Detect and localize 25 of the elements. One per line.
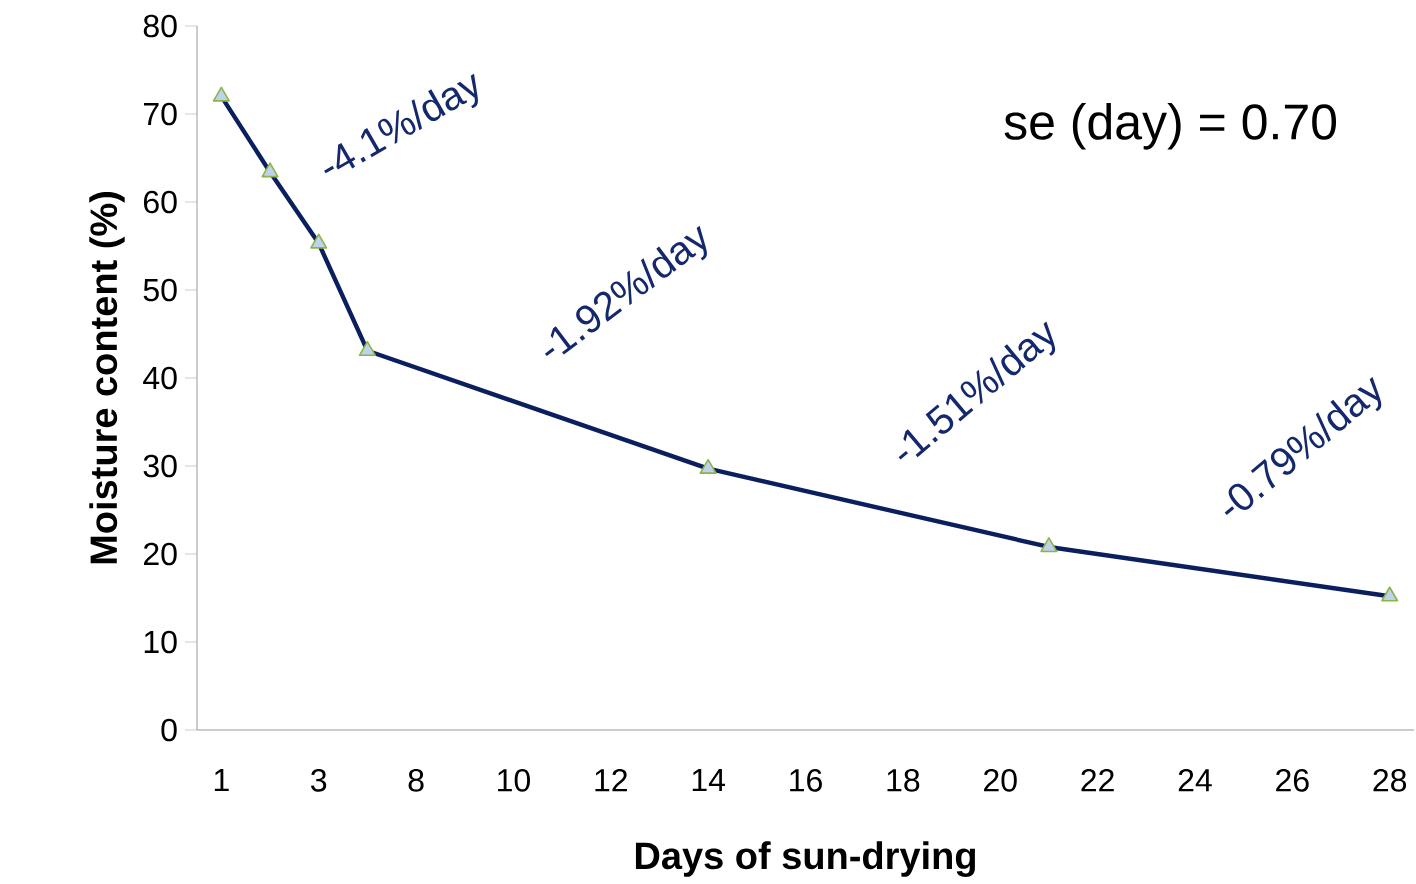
x-tick-label: 12 bbox=[595, 769, 627, 792]
y-tick-label: 60 bbox=[143, 190, 177, 214]
y-tick-label: 20 bbox=[143, 542, 177, 566]
x-tick-label: 28 bbox=[1373, 769, 1407, 792]
x-axis-title: Days of sun-drying bbox=[635, 841, 975, 878]
x-tick-label: 8 bbox=[408, 769, 424, 792]
y-tick-label: 40 bbox=[143, 366, 177, 390]
x-tick-label: 22 bbox=[1081, 769, 1114, 792]
x-tick-label: 16 bbox=[790, 769, 822, 792]
y-tick-label: 70 bbox=[144, 102, 177, 126]
y-tick-label: 10 bbox=[144, 630, 177, 654]
x-tick-label: 24 bbox=[1178, 769, 1212, 792]
y-tick-label: 0 bbox=[161, 718, 177, 742]
annotation: se (day) = 0.70 bbox=[1004, 103, 1337, 150]
x-tick-label: 3 bbox=[311, 769, 327, 792]
y-tick-label: 50 bbox=[143, 278, 177, 302]
x-tick-label: 26 bbox=[1276, 769, 1309, 792]
y-tick-label: 80 bbox=[143, 14, 177, 38]
x-tick-label: 20 bbox=[984, 769, 1017, 792]
x-tick-label: 10 bbox=[498, 769, 530, 792]
x-tick-label: 14 bbox=[692, 769, 726, 792]
x-tick-label: 1 bbox=[214, 769, 229, 792]
y-tick-label: 30 bbox=[143, 454, 177, 478]
x-tick-label: 18 bbox=[887, 769, 920, 792]
y-axis-title: Moisture content (%) bbox=[89, 192, 125, 564]
